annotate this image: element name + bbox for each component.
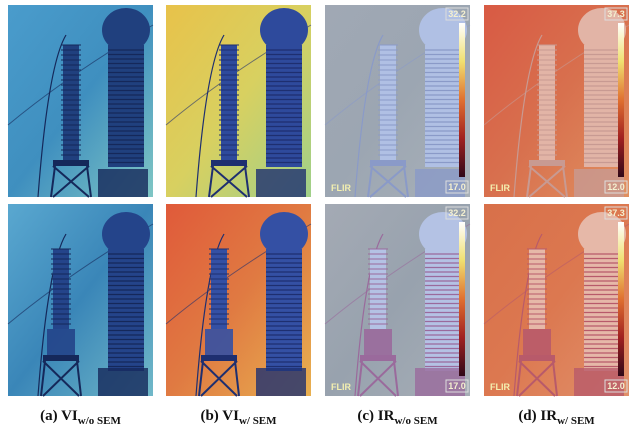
caption-label: (d) IR bbox=[518, 408, 557, 424]
image-panel bbox=[8, 5, 153, 197]
arrester-base bbox=[47, 329, 75, 355]
min-temperature: 17.0 bbox=[448, 381, 466, 391]
base-box bbox=[256, 368, 306, 396]
figure: (a) VIw/o SEM(b) VIw/ SEM32.217.0FLIR32.… bbox=[0, 0, 629, 429]
caption: (c) IRw/o SEM bbox=[357, 408, 438, 427]
image-panel bbox=[8, 204, 153, 396]
stand-top bbox=[201, 355, 237, 361]
colorbar bbox=[618, 23, 624, 177]
stand-top bbox=[360, 355, 396, 361]
colorbar bbox=[459, 222, 465, 376]
max-temperature: 32.2 bbox=[448, 9, 466, 19]
stand-top bbox=[370, 160, 406, 166]
caption-subscript: w/o SEM bbox=[394, 415, 438, 427]
base-box bbox=[256, 169, 306, 197]
insulator bbox=[380, 45, 396, 160]
caption: (d) IRw/ SEM bbox=[518, 408, 595, 427]
caption-label: (a) VI bbox=[40, 408, 78, 424]
insulator bbox=[539, 45, 555, 160]
base-box bbox=[98, 169, 148, 197]
max-temperature: 32.2 bbox=[448, 208, 466, 218]
stand-top bbox=[211, 160, 247, 166]
min-temperature: 17.0 bbox=[448, 182, 466, 192]
flir-logo: FLIR bbox=[490, 382, 510, 392]
stand-top bbox=[519, 355, 555, 361]
arrester-base bbox=[364, 329, 392, 355]
caption: (b) VIw/ SEM bbox=[200, 408, 277, 427]
caption-label: (b) VI bbox=[200, 408, 239, 424]
flir-logo: FLIR bbox=[490, 183, 510, 193]
colorbar bbox=[618, 222, 624, 376]
base-box bbox=[98, 368, 148, 396]
image-panel: 37.3 12.0 FLIR bbox=[484, 5, 629, 197]
insulator bbox=[63, 45, 79, 160]
max-temperature: 37.3 bbox=[607, 9, 625, 19]
insulator bbox=[221, 45, 237, 160]
max-temperature: 37.3 bbox=[607, 208, 625, 218]
image-panel bbox=[166, 5, 311, 197]
stand-top bbox=[529, 160, 565, 166]
min-temperature: 12.0 bbox=[607, 182, 625, 192]
min-temperature: 12.0 bbox=[607, 381, 625, 391]
image-panel: 37.3 12.0 FLIR bbox=[484, 204, 629, 396]
caption: (a) VIw/o SEM bbox=[40, 408, 121, 427]
image-panel bbox=[166, 204, 311, 396]
stand-top bbox=[43, 355, 79, 361]
colorbar bbox=[459, 23, 465, 177]
flir-logo: FLIR bbox=[331, 382, 351, 392]
flir-logo: FLIR bbox=[331, 183, 351, 193]
caption-subscript: w/ SEM bbox=[557, 415, 595, 427]
arrester-base bbox=[205, 329, 233, 355]
stand-top bbox=[53, 160, 89, 166]
image-panel: 32.2 17.0 FLIR bbox=[325, 5, 470, 197]
image-panel: 32.2 17.0 FLIR bbox=[325, 204, 470, 396]
caption-subscript: w/o SEM bbox=[78, 415, 122, 427]
arrester-base bbox=[523, 329, 551, 355]
caption-label: (c) IR bbox=[357, 408, 394, 424]
caption-subscript: w/ SEM bbox=[239, 415, 277, 427]
